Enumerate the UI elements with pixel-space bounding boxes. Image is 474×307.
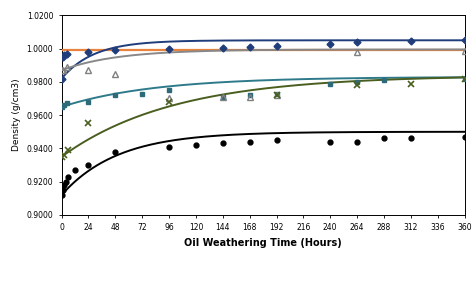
X-axis label: Oil Weathering Time (Hours): Oil Weathering Time (Hours)	[184, 238, 342, 248]
Y-axis label: Density (g/cm3): Density (g/cm3)	[12, 79, 21, 151]
